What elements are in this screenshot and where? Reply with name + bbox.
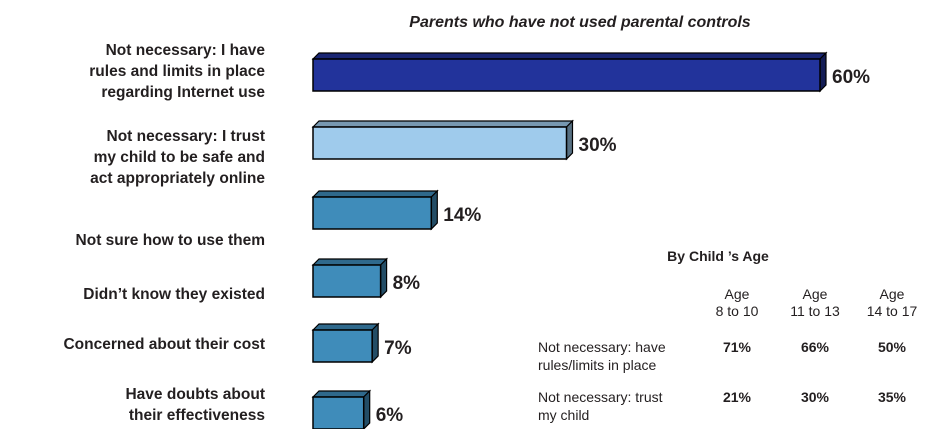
data-label: 60% [832,67,870,88]
category-label: regarding Internet use [101,84,265,101]
data-label: 14% [443,205,481,226]
table-column-header: Age [803,286,828,302]
bar-side-face [819,51,827,93]
bar-top-face [311,52,828,60]
data-label: 30% [579,135,617,156]
bar [312,396,365,429]
bar [312,196,433,230]
category-label: their effectiveness [129,407,265,424]
table-column-header: Age [725,286,750,302]
bar-group: 30% [311,119,617,161]
category-label: Not necessary: I trust [107,128,266,145]
bar-side-face [430,189,438,231]
chart-title: Parents who have not used parental contr… [409,14,751,31]
table-title: By Child ’s Age [667,248,769,264]
bar [312,264,382,298]
data-label: 7% [384,338,412,359]
category-label: Didn’t know they existed [83,286,265,303]
category-label: my child to be safe and [94,149,265,166]
table-column-header: 11 to 13 [790,303,840,319]
category-label: Have doubts about [125,386,265,403]
bar [312,329,373,363]
bar-top-face [311,190,439,198]
category-label: Not sure how to use them [76,232,265,249]
bar-group: 14% [311,189,481,231]
bar [312,58,821,92]
bar-side-face [565,119,574,161]
bar-top-face [311,390,372,398]
bar-side-face [380,257,388,299]
category-label: Concerned about their cost [63,336,265,353]
data-label: 6% [376,405,404,426]
table-cell: 50% [878,339,907,355]
table-row-label: Not necessary: trust [538,389,663,405]
table-column-header: 8 to 10 [716,303,759,319]
category-label: act appropriately online [90,170,265,187]
bar-group: 6% [311,389,404,429]
bar-side-face [371,322,379,364]
bar-top-face [311,120,574,128]
table-cell: 21% [723,389,752,405]
table-row-label: my child [538,407,589,423]
bar-group: 7% [311,322,412,364]
table-column-header: 14 to 17 [867,303,918,319]
bar-group: 60% [311,51,870,93]
bar [312,126,568,160]
category-label: rules and limits in place [89,63,265,80]
bar-top-face [311,258,389,266]
category-label: Not necessary: I have [106,42,266,59]
bar-side-face [363,389,371,429]
table-cell: 71% [723,339,752,355]
table-row-label: Not necessary: have [538,339,666,355]
table-cell: 30% [801,389,830,405]
bar-group: 8% [311,257,421,299]
table-cell: 66% [801,339,830,355]
table-row-label: rules/limits in place [538,357,656,373]
data-label: 8% [393,273,421,294]
table-column-header: Age [880,286,905,302]
table-cell: 35% [878,389,907,405]
bar-top-face [311,323,380,331]
